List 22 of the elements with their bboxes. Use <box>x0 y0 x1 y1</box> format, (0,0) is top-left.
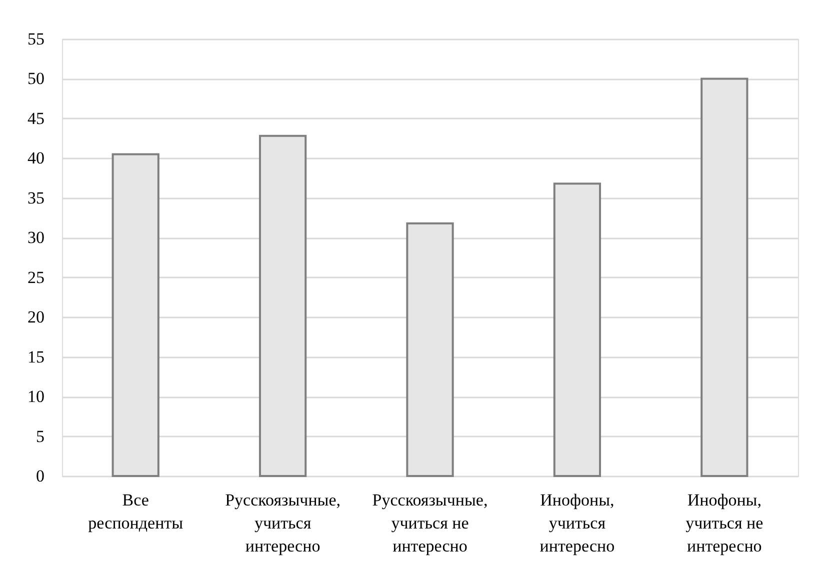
y-tick-label: 30 <box>28 228 44 248</box>
x-tick-label: Русскоязычные, учиться не интересно <box>372 490 488 556</box>
bar <box>553 182 602 477</box>
x-tick-label: Инофоны, учиться интересно <box>540 490 615 556</box>
bar <box>112 153 160 477</box>
y-tick-label: 25 <box>28 268 44 287</box>
bar <box>700 78 748 477</box>
x-tick-label: Русскоязычные, учиться интересно <box>225 490 341 556</box>
y-tick-label: 0 <box>36 466 44 486</box>
y-tick-label: 45 <box>28 108 44 128</box>
y-tick-label: 55 <box>28 30 44 48</box>
x-tick-label: Инофоны, учиться не интересно <box>686 490 764 556</box>
y-tick-label: 35 <box>28 188 44 208</box>
x-tick-label: Все респонденты <box>88 490 184 532</box>
bar <box>258 134 307 477</box>
y-tick-label: 15 <box>28 347 44 366</box>
bar <box>406 222 454 477</box>
y-tick-label: 10 <box>28 387 44 406</box>
y-tick-label: 5 <box>36 426 44 446</box>
y-tick-label: 20 <box>28 308 44 327</box>
y-tick-label: 40 <box>28 148 44 168</box>
y-tick-label: 50 <box>28 69 44 88</box>
